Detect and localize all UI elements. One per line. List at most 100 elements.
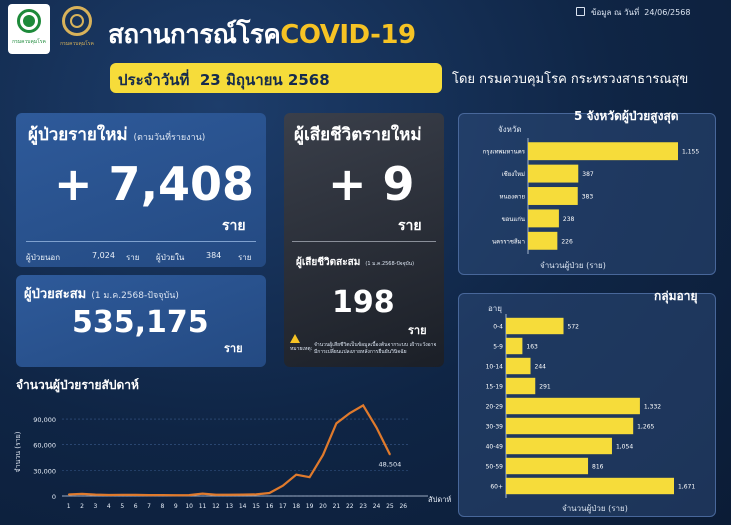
data-point: [348, 412, 351, 414]
title-covid: COVID-19: [280, 20, 416, 50]
age-header: อายุ: [488, 304, 502, 313]
new-cases-subtitle: (ตามวันที่รายงาน): [133, 133, 206, 143]
deaths-title: ผู้เสียชีวิตรายใหม่: [294, 125, 422, 145]
x-tick-label: 16: [266, 503, 274, 510]
anniversary-logo: กรมควบคุมโรค: [56, 4, 98, 54]
category-label: หนองคาย: [500, 194, 526, 201]
new-cases-title-text: ผู้ป่วยรายใหม่: [28, 125, 128, 145]
data-point: [121, 494, 124, 496]
data-label: 1,155: [682, 149, 699, 156]
top-provinces-bar-chart: กรุงเทพมหานคร 1,155 เชียงใหม่ 387 หนองคาย 383…: [483, 138, 699, 254]
page-title: สถานการณ์โรคCOVID-19: [108, 14, 416, 55]
bar: [506, 397, 640, 415]
data-point: [282, 484, 284, 487]
data-point: [375, 426, 378, 429]
bar: [528, 187, 578, 205]
age-xlabel: จำนวนผู้ป่วย (ราย): [562, 504, 628, 513]
data-point: [362, 404, 364, 407]
x-tick-label: 13: [225, 503, 233, 510]
category-label: 30-39: [486, 424, 504, 431]
data-point: [335, 422, 338, 425]
x-tick-label: 17: [279, 503, 287, 510]
byline: โดย กรมควบคุมโรค กระทรวงสาธารณสุข: [452, 72, 689, 87]
data-label: 1,332: [644, 404, 661, 411]
data-point: [81, 493, 83, 495]
x-tick-label: 23: [359, 503, 367, 510]
category-label: 0-4: [493, 324, 503, 331]
deaths-cum-label-text: ผู้เสียชีวิตสะสม: [296, 257, 361, 268]
province-header: จังหวัด: [498, 125, 522, 134]
data-label: 226: [561, 238, 573, 245]
x-tick-label: 21: [333, 503, 341, 510]
cumulative-title: ผู้ป่วยสะสม (1 ม.ค.2568-ปัจจุบัน): [24, 283, 179, 304]
new-cases-title: ผู้ป่วยรายใหม่ (ตามวันที่รายงาน): [28, 121, 205, 148]
data-label: 1,671: [678, 484, 695, 491]
anniversary-logo-text: กรมควบคุมโรค: [60, 41, 94, 47]
update-date: 24/06/2568: [644, 8, 691, 17]
deaths-cum-sub: (1 ม.ค.2568-ปัจจุบัน): [365, 261, 415, 267]
deaths-cum-unit: ราย: [408, 324, 427, 337]
x-tick-label: 3: [94, 503, 98, 510]
data-point: [94, 493, 97, 496]
y-tick-label: 90,000: [33, 416, 56, 424]
data-label: 1,265: [637, 424, 654, 431]
data-point: [174, 494, 177, 497]
x-tick-label: 19: [306, 503, 314, 510]
age-group-bar-chart: 0-4 572 5-9 163 10-14 244 15-19 291 20-29 1,332 30…: [486, 314, 695, 498]
data-point: [201, 492, 204, 495]
bar: [528, 142, 678, 161]
deaths-cum-label: ผู้เสียชีวิตสะสม (1 ม.ค.2568-ปัจจุบัน): [296, 250, 414, 270]
cumulative-card: ผู้ป่วยสะสม (1 ม.ค.2568-ปัจจุบัน) 535,17…: [16, 275, 266, 367]
inpatient-unit: ราย: [238, 253, 252, 262]
y-tick-label: 0: [52, 493, 56, 501]
age-group-title: กลุ่มอายุ: [654, 289, 698, 303]
divider: [26, 241, 256, 242]
y-axis-label: จำนวน (ราย): [14, 431, 22, 472]
province-xlabel: จำนวนผู้ป่วย (ราย): [540, 261, 606, 270]
x-tick-label: 11: [199, 503, 207, 510]
bar: [506, 337, 523, 355]
x-tick-label: 1: [67, 503, 71, 510]
deaths-value: + 9: [328, 157, 415, 211]
category-label: นครราชสีมา: [492, 237, 525, 245]
bar: [506, 377, 536, 395]
note-label: หมายเหตุ:: [290, 346, 313, 352]
x-tick-label: 8: [160, 503, 164, 510]
data-point: [308, 476, 311, 478]
cumulative-unit: ราย: [224, 342, 243, 355]
x-axis-label: สัปดาห์: [428, 495, 451, 504]
top-provinces-title: 5 จังหวัดผู้ป่วยสูงสุด: [574, 109, 679, 123]
category-label: 60+: [490, 484, 503, 491]
x-tick-label: 2: [80, 503, 84, 510]
outpatient-unit: ราย: [126, 253, 140, 262]
data-point: [322, 454, 324, 456]
update-info: ข้อมูล ณ วันที่ 24/06/2568: [576, 6, 690, 19]
outpatient-value: 7,024: [92, 251, 115, 260]
data-point: [108, 494, 110, 496]
data-label: 383: [582, 194, 594, 201]
category-label: 40-49: [486, 444, 504, 451]
y-tick-label: 60,000: [33, 442, 56, 450]
end-data-label: 48,504: [379, 461, 402, 469]
bar: [528, 231, 558, 250]
data-point: [161, 494, 164, 496]
deaths-cum-value: 198: [332, 285, 395, 320]
weekly-chart-title: จำนวนผู้ป่วยรายสัปดาห์: [16, 378, 139, 392]
category-label: 15-19: [486, 384, 504, 391]
outpatient-label: ผู้ป่วยนอก: [26, 253, 61, 262]
data-label: 163: [526, 344, 538, 351]
category-label: 10-14: [486, 364, 504, 371]
data-point: [134, 494, 137, 496]
warning-icon: [290, 334, 300, 343]
bar: [506, 437, 612, 455]
data-label: 291: [539, 384, 551, 391]
date-value: 23 มิถุนายน 2568: [199, 71, 330, 89]
date-prefix: ประจำวันที่: [118, 71, 190, 89]
new-cases-unit: ราย: [222, 218, 246, 234]
x-tick-label: 20: [319, 503, 327, 510]
x-tick-label: 12: [212, 503, 220, 510]
data-point: [188, 494, 190, 496]
ddc-logo: กรมควบคุมโรค: [8, 4, 50, 54]
